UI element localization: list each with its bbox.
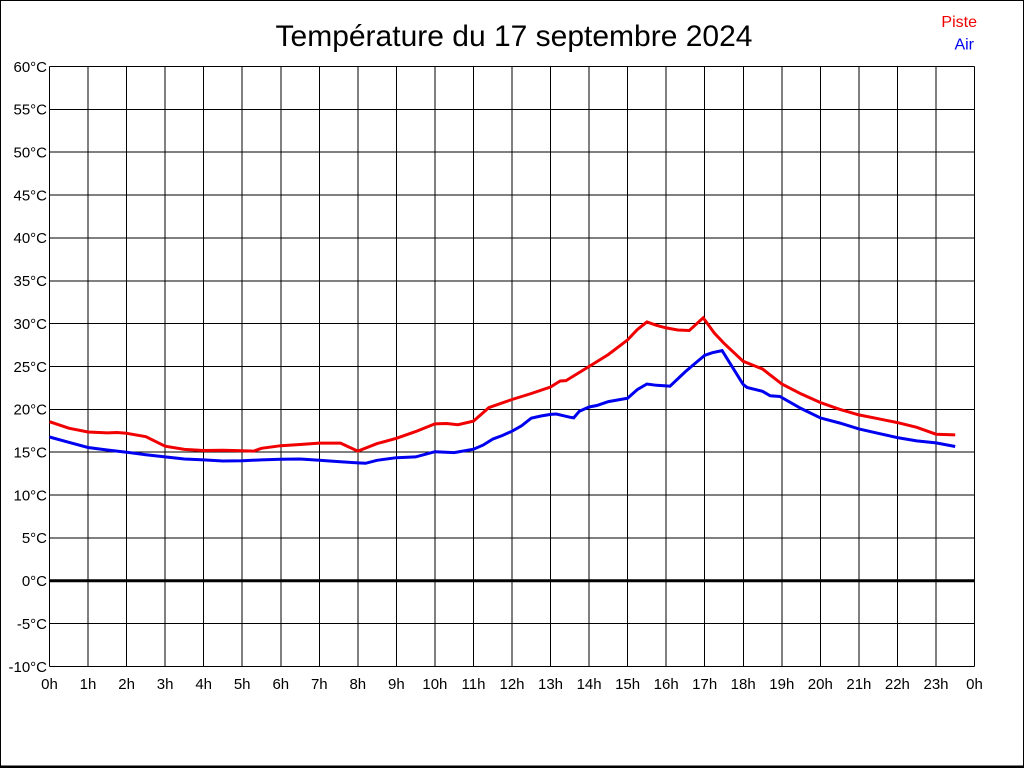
- svg-text:21h: 21h: [846, 676, 871, 693]
- svg-text:15h: 15h: [615, 676, 640, 693]
- svg-text:16h: 16h: [654, 676, 679, 693]
- svg-text:50°C: 50°C: [13, 145, 47, 162]
- svg-text:45°C: 45°C: [13, 187, 47, 204]
- svg-text:3h: 3h: [157, 676, 174, 693]
- svg-text:12h: 12h: [499, 676, 524, 693]
- svg-text:20h: 20h: [808, 676, 833, 693]
- svg-text:Piste: Piste: [941, 14, 977, 31]
- svg-text:Température du 17 septembre 20: Température du 17 septembre 2024: [276, 20, 753, 53]
- svg-text:4h: 4h: [195, 676, 212, 693]
- svg-text:-5°C: -5°C: [17, 616, 47, 633]
- svg-text:6h: 6h: [272, 676, 289, 693]
- svg-text:25°C: 25°C: [13, 359, 47, 376]
- svg-text:2h: 2h: [118, 676, 135, 693]
- svg-text:5h: 5h: [234, 676, 251, 693]
- svg-text:35°C: 35°C: [13, 273, 47, 290]
- svg-text:0h: 0h: [966, 676, 983, 693]
- svg-text:11h: 11h: [462, 676, 486, 693]
- svg-text:-10°C: -10°C: [8, 659, 47, 676]
- svg-text:20°C: 20°C: [13, 402, 47, 419]
- svg-text:60°C: 60°C: [13, 59, 47, 76]
- svg-text:55°C: 55°C: [13, 102, 47, 119]
- svg-text:0h: 0h: [41, 676, 58, 693]
- svg-text:17h: 17h: [692, 676, 717, 693]
- svg-text:19h: 19h: [769, 676, 794, 693]
- svg-text:7h: 7h: [311, 676, 328, 693]
- svg-text:10°C: 10°C: [13, 487, 47, 504]
- svg-text:15°C: 15°C: [13, 445, 47, 462]
- svg-text:10h: 10h: [422, 676, 447, 693]
- svg-text:23h: 23h: [923, 676, 948, 693]
- svg-text:0°C: 0°C: [22, 573, 47, 590]
- svg-text:40°C: 40°C: [13, 230, 47, 247]
- svg-text:9h: 9h: [388, 676, 405, 693]
- svg-text:30°C: 30°C: [13, 316, 47, 333]
- svg-text:13h: 13h: [538, 676, 563, 693]
- svg-text:18h: 18h: [731, 676, 756, 693]
- svg-text:5°C: 5°C: [22, 530, 47, 547]
- svg-text:22h: 22h: [885, 676, 910, 693]
- svg-text:8h: 8h: [349, 676, 366, 693]
- svg-text:Air: Air: [954, 37, 974, 54]
- svg-text:1h: 1h: [80, 676, 97, 693]
- svg-text:14h: 14h: [577, 676, 602, 693]
